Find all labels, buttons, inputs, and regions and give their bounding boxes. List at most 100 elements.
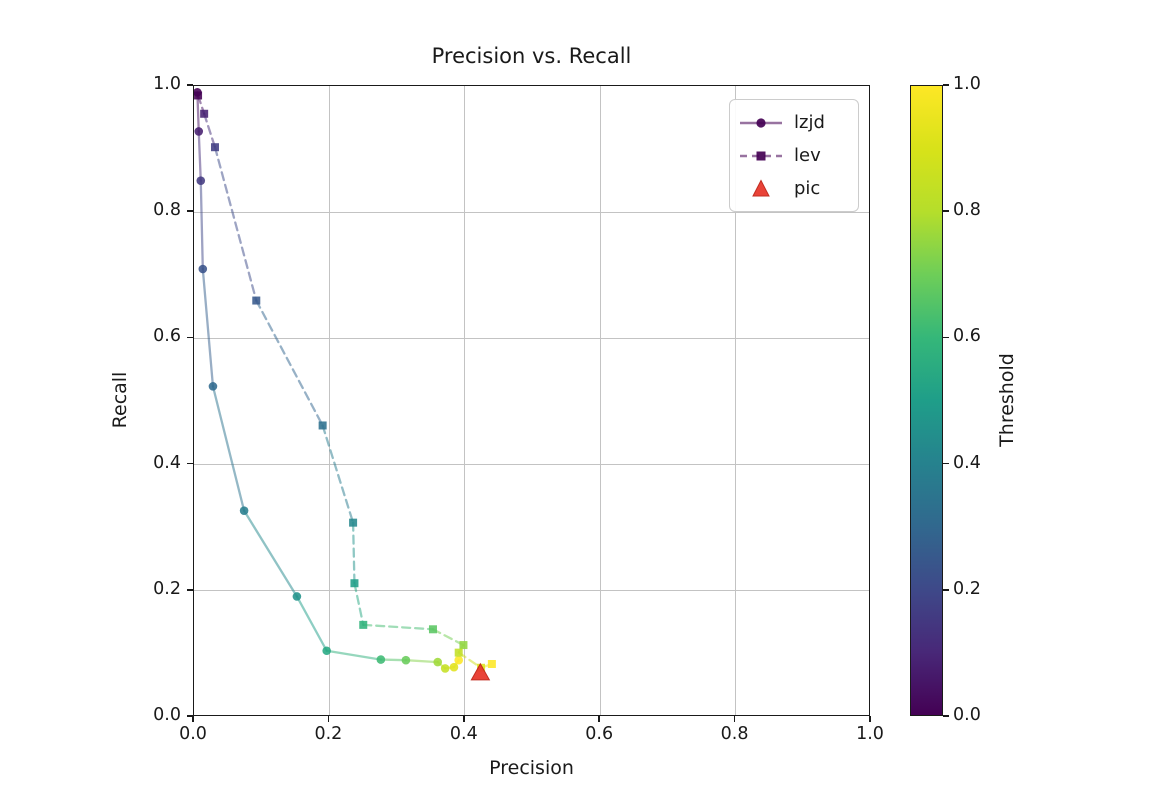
colorbar-tick-mark [943,336,949,339]
x-tick-label: 0.8 [720,724,749,744]
lev-marker [428,625,437,634]
x-tick-label: 0.6 [585,724,614,744]
legend: lzjd lev pic [729,99,859,212]
legend-item-lzjd: lzjd [738,106,850,139]
lev-marker [487,659,496,668]
gridline [464,86,466,715]
lev-line-segment [351,521,356,585]
y-tick-mark [187,336,193,339]
lzjd-marker [196,176,206,185]
y-tick-label: 0.6 [153,326,181,347]
colorbar-tick-mark [943,589,949,591]
x-tick-label: 0.0 [179,724,207,744]
lzjd-marker [322,646,331,656]
colorbar-tick-mark [943,715,949,717]
gridline [194,590,869,592]
lzjd-line-segment [295,595,328,652]
y-axis-label: Recall [109,371,131,429]
colorbar-tick-label: 0.6 [953,326,981,347]
lzjd-marker [239,506,249,515]
lev-line-segment [353,582,365,627]
lzjd-line-segment [211,385,246,512]
y-tick-label: 0.4 [153,452,181,473]
colorbar-tick-label: 1.0 [953,74,981,94]
x-tick-mark [192,716,194,722]
lev-marker [349,518,358,527]
x-tick-label: 1.0 [856,724,884,744]
lzjd-line-segment [404,659,439,664]
lev-marker [252,296,261,305]
lzjd-marker [194,127,204,136]
y-tick-label: 0.2 [153,578,181,599]
lzjd-line-segment [201,267,215,388]
data-layer [194,88,496,681]
legend-label: lev [794,145,821,166]
lzjd-marker [376,655,386,664]
legend-item-pic: pic [738,172,850,205]
legend-label: lzjd [794,112,825,133]
lev-marker [454,648,463,657]
lev-line-segment [213,146,258,302]
y-tick-label: 0.0 [153,705,181,725]
chart-title: Precision vs. Recall [431,44,632,68]
lzjd-marker [292,592,302,601]
lev-marker [200,109,209,118]
lev-line-segment [255,299,324,427]
y-tick-mark [187,715,193,717]
lzjd-marker [198,264,208,274]
gridline [194,337,869,339]
x-tick-mark [327,716,330,722]
colorbar [910,85,943,716]
lzjd-marker [449,662,459,672]
lev-legend-square-line-icon [740,151,782,160]
lev-line-segment [362,623,435,631]
pic-legend-triangle-icon [752,178,770,196]
lev-marker [350,579,359,588]
lev-marker [210,143,219,152]
colorbar-tick-label: 0.4 [953,452,981,473]
gridline [194,464,869,466]
colorbar-tick-mark [943,210,949,212]
y-tick-mark [187,84,193,86]
lev-line-segment [321,424,355,524]
y-tick-label: 0.8 [153,200,181,221]
colorbar-tick-mark [943,462,949,465]
lzjd-line-segment [325,649,383,661]
colorbar-tick-label: 0.8 [953,200,981,221]
y-tick-mark [187,462,193,465]
x-tick-mark [869,716,871,722]
pic-marker [470,662,491,681]
y-tick-label: 1.0 [153,74,181,94]
legend-item-lev: lev [738,139,850,172]
lev-marker [359,620,368,629]
colorbar-tick-mark [943,84,949,86]
gridline [735,86,737,715]
legend-label: pic [794,178,821,199]
lev-line-segment [203,112,217,149]
lzjd-legend-circle-line-icon [740,117,782,128]
x-tick-mark [733,716,736,722]
lzjd-line-segment [197,130,202,182]
lzjd-line-segment [242,509,299,598]
lev-marker [194,91,203,100]
legend-items: lzjd lev pic [738,106,850,205]
colorbar-tick-label: 0.0 [953,705,981,725]
lzjd-marker [440,664,450,673]
lzjd-marker [433,657,443,667]
lzjd-marker [454,655,464,665]
x-tick-mark [598,716,600,722]
gridline [194,211,869,213]
lev-marker [459,641,468,650]
colorbar-tick-label: 0.2 [953,578,981,599]
y-tick-mark [187,210,193,212]
y-tick-mark [187,589,193,591]
x-tick-label: 0.2 [314,724,343,744]
x-tick-mark [463,716,465,722]
x-tick-label: 0.4 [449,724,478,744]
lzjd-marker [401,655,411,665]
x-axis-label: Precision [489,757,574,779]
lzjd-line-segment [199,179,204,271]
lzjd-marker [208,382,218,391]
gridline [328,86,330,715]
